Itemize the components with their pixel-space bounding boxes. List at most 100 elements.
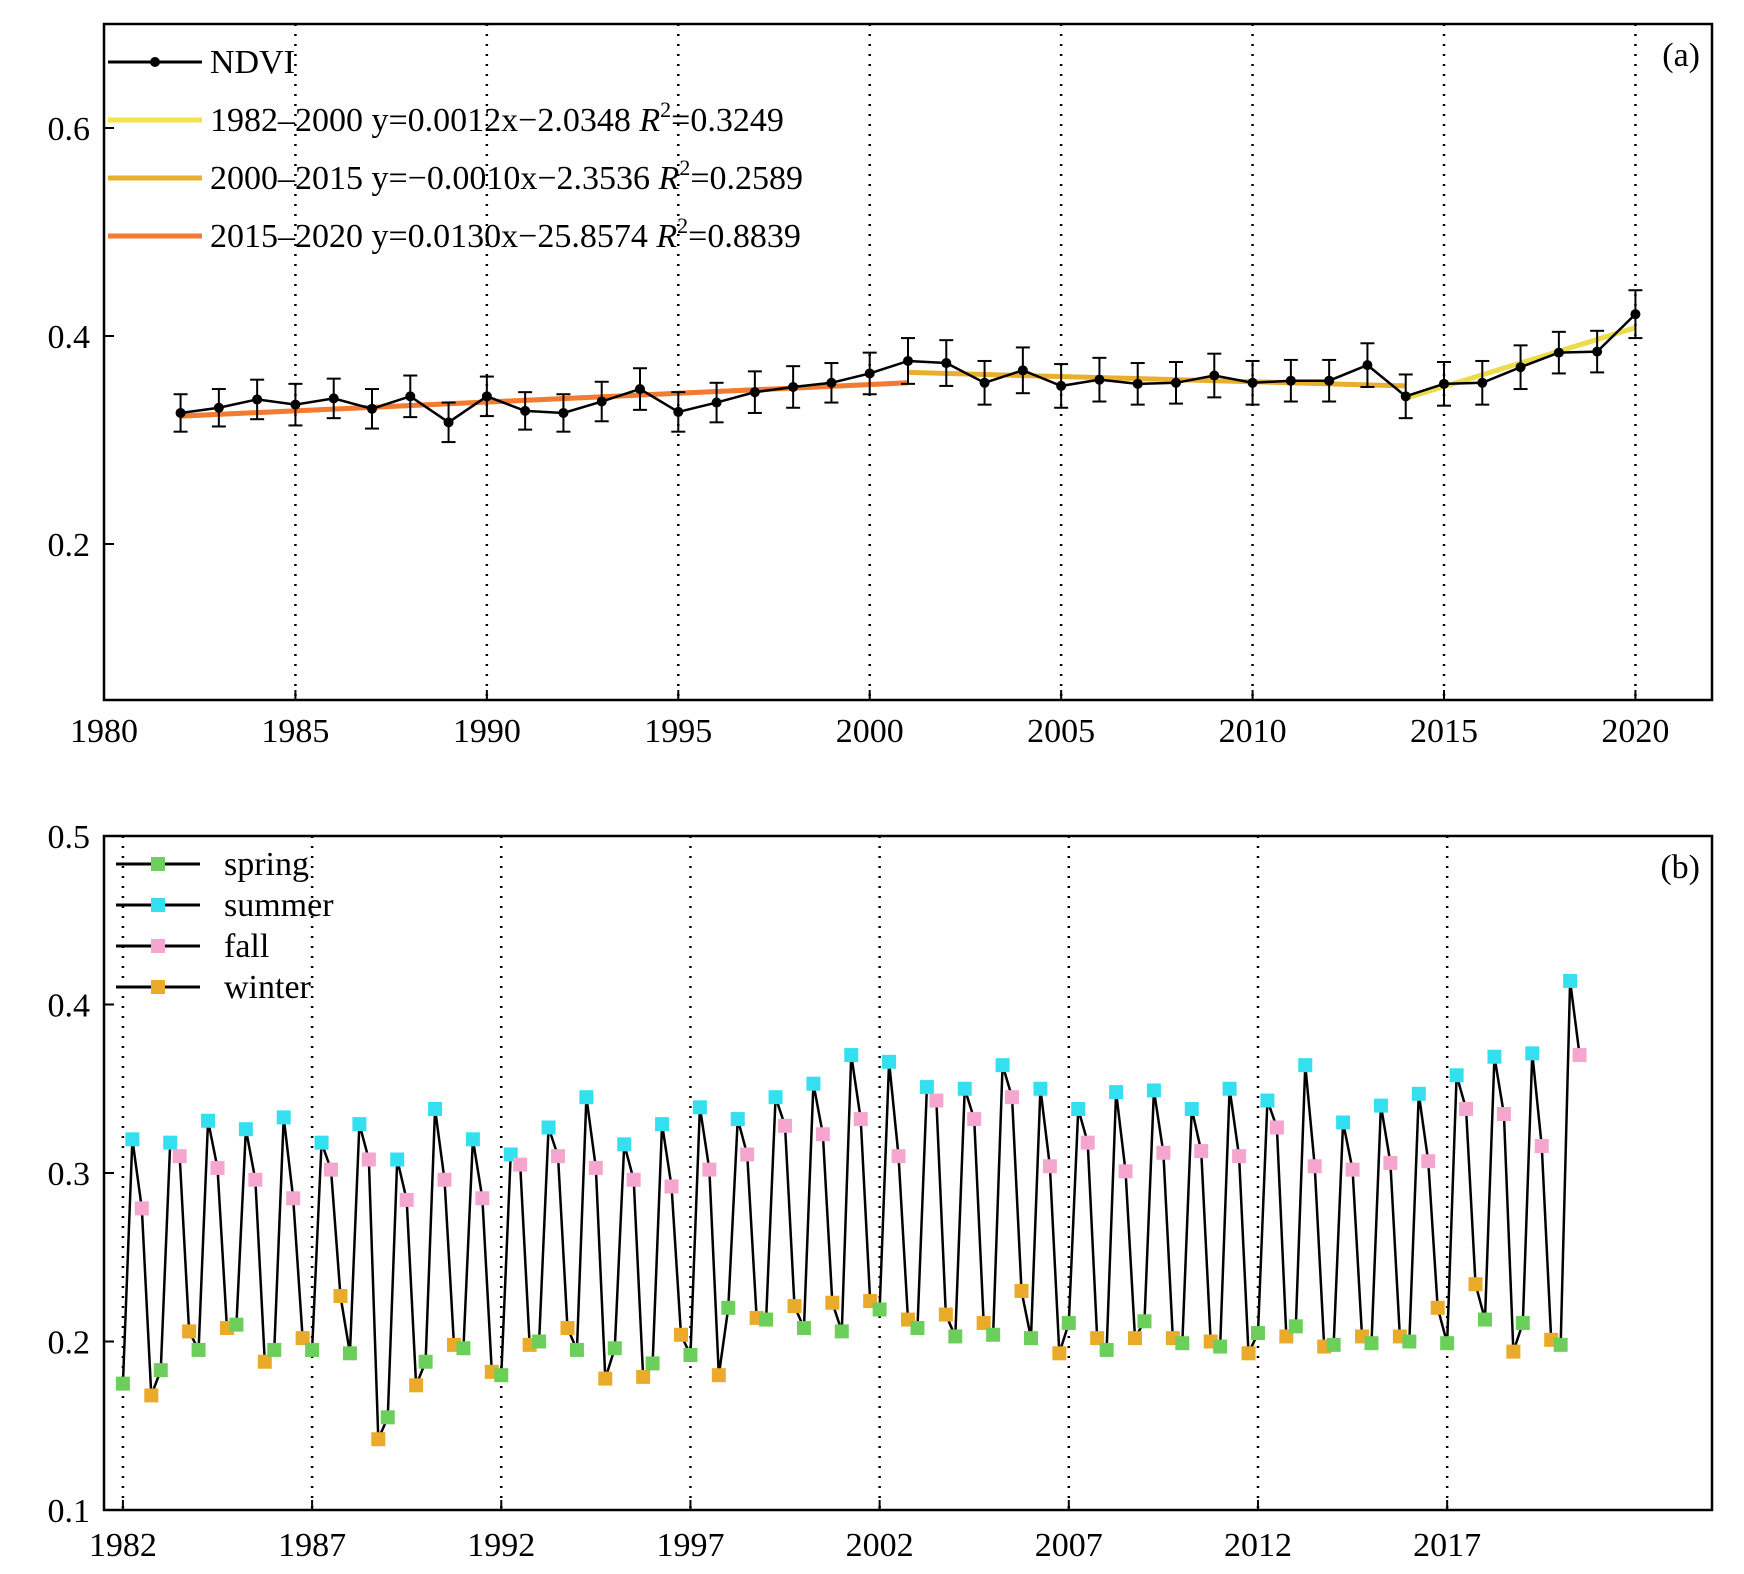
ndvi-point-2006 [1094, 374, 1105, 385]
spring-marker-1988 [342, 1346, 357, 1361]
summer-marker-2003 [919, 1080, 934, 1095]
fall-marker-1985 [248, 1172, 263, 1187]
legend-fit-label-1: 2000–2015 y=−0.0010x−2.3536 R2=0.2589 [210, 155, 803, 197]
y-tick-label: 0.3 [48, 1156, 91, 1193]
summer-marker-1987 [314, 1135, 329, 1150]
winter-marker-2004 [976, 1315, 991, 1330]
fall-marker-2009 [1156, 1145, 1171, 1160]
summer-marker-2002 [882, 1054, 897, 1069]
fall-marker-2016 [1421, 1154, 1436, 1169]
winter-marker-2005 [1014, 1283, 1029, 1298]
ndvi-point-1982 [175, 407, 186, 418]
legend-fit-label-0: 1982–2000 y=0.0012x−2.0348 R2=0.3249 [210, 97, 784, 139]
ndvi-point-1984 [252, 394, 263, 405]
summer-marker-1991 [465, 1132, 480, 1147]
spring-marker-1990 [418, 1354, 433, 1369]
summer-marker-1985 [238, 1122, 253, 1137]
spring-marker-2003 [910, 1321, 925, 1336]
fall-marker-2019 [1534, 1139, 1549, 1154]
fall-marker-2008 [1118, 1164, 1133, 1179]
ndvi-point-2010 [1247, 377, 1258, 388]
summer-marker-1993 [541, 1120, 556, 1135]
summer-marker-1986 [276, 1110, 291, 1125]
summer-marker-2010 [1184, 1101, 1199, 1116]
ndvi-point-2014 [1400, 391, 1411, 402]
summer-marker-1995 [617, 1137, 632, 1152]
summer-marker-2000 [806, 1076, 821, 1091]
spring-marker-2017 [1440, 1336, 1455, 1351]
ndvi-seasonal-panel: 1982 1987 1992 1997 2002 2007 2012 2017 0.1 0.2 0.… [48, 819, 1714, 1564]
spring-marker-2007 [1061, 1315, 1076, 1330]
legend-ndvi-marker [150, 57, 160, 67]
summer-marker-2005 [995, 1058, 1010, 1073]
spring-marker-1998 [721, 1300, 736, 1315]
fall-marker-2017 [1459, 1101, 1474, 1116]
r-squared-symbol: R [658, 160, 680, 197]
axes-frame [102, 22, 1714, 702]
summer-marker-1996 [655, 1117, 670, 1132]
fall-marker-2011 [1232, 1149, 1247, 1164]
summer-marker-2012 [1260, 1093, 1275, 1108]
spring-marker-2005 [986, 1327, 1001, 1342]
fit-period: 2015–2020 y=0.0130x−25.8574 [210, 218, 656, 255]
ndvi-point-2001 [903, 355, 913, 366]
spring-marker-2012 [1250, 1326, 1265, 1341]
legend-winter-marker [151, 980, 165, 994]
fall-marker-1988 [361, 1152, 376, 1167]
x-tick-label: 1980 [70, 713, 138, 750]
panel-label-a: (a) [1662, 37, 1700, 74]
r-squared-exponent: 2 [677, 213, 688, 238]
spring-marker-1989 [380, 1410, 395, 1425]
fit-period: 2000–2015 y=−0.0010x−2.3536 [210, 160, 659, 197]
fall-marker-1999 [778, 1118, 793, 1133]
summer-marker-2014 [1336, 1115, 1351, 1130]
fall-marker-1989 [399, 1192, 414, 1207]
spring-marker-2015 [1364, 1336, 1379, 1351]
spring-marker-1994 [569, 1342, 584, 1357]
spring-marker-1984 [191, 1342, 206, 1357]
fall-marker-1997 [702, 1162, 717, 1177]
y-tick-label: 0.5 [48, 819, 91, 856]
spring-marker-1982 [115, 1376, 130, 1391]
summer-marker-1984 [201, 1113, 216, 1128]
ndvi-annual-panel: 1980 1985 1990 1995 2000 2005 2010 2015 2020 0.2 0… [48, 22, 1714, 750]
ndvi-point-2005 [1056, 380, 1067, 391]
ndvi-point-1998 [788, 381, 799, 392]
winter-marker-2003 [938, 1307, 953, 1322]
spring-marker-2006 [1023, 1331, 1038, 1346]
spring-marker-1995 [607, 1341, 622, 1356]
winter-marker-1985 [257, 1354, 272, 1369]
legend-winter-label: winter [224, 969, 312, 1006]
ndvi-point-2002 [941, 358, 952, 369]
winter-marker-2011 [1241, 1346, 1256, 1361]
winter-marker-1987 [333, 1289, 348, 1304]
summer-marker-2004 [957, 1081, 972, 1096]
fall-marker-1984 [210, 1160, 225, 1175]
r-squared-symbol: R [655, 218, 677, 255]
x-tick-label: 1982 [89, 1527, 157, 1564]
ndvi-point-1996 [711, 397, 722, 408]
summer-marker-1998 [730, 1112, 745, 1127]
legend-ndvi-label: NDVI [210, 44, 295, 81]
y-tick-label: 0.4 [48, 319, 91, 356]
ndvi-point-1990 [481, 391, 492, 402]
summer-marker-2013 [1298, 1058, 1313, 1073]
ndvi-point-1988 [405, 391, 416, 402]
winter-marker-1982 [144, 1388, 159, 1403]
fall-marker-1992 [513, 1157, 528, 1172]
ndvi-point-2012 [1324, 375, 1335, 386]
legend-fall-marker [151, 939, 165, 953]
fall-marker-2007 [1080, 1135, 1095, 1150]
fall-marker-2000 [815, 1127, 830, 1142]
winter-marker-2000 [825, 1295, 840, 1310]
x-tick-label: 2000 [836, 713, 904, 750]
fall-marker-1996 [664, 1179, 679, 1194]
ndvi-point-2013 [1362, 360, 1373, 371]
spring-marker-2018 [1477, 1312, 1492, 1327]
ndvi-point-2015 [1439, 378, 1449, 389]
fall-marker-2006 [1042, 1159, 1057, 1174]
summer-marker-1988 [352, 1117, 367, 1132]
winter-marker-2016 [1430, 1300, 1445, 1315]
winter-marker-1989 [409, 1378, 424, 1393]
